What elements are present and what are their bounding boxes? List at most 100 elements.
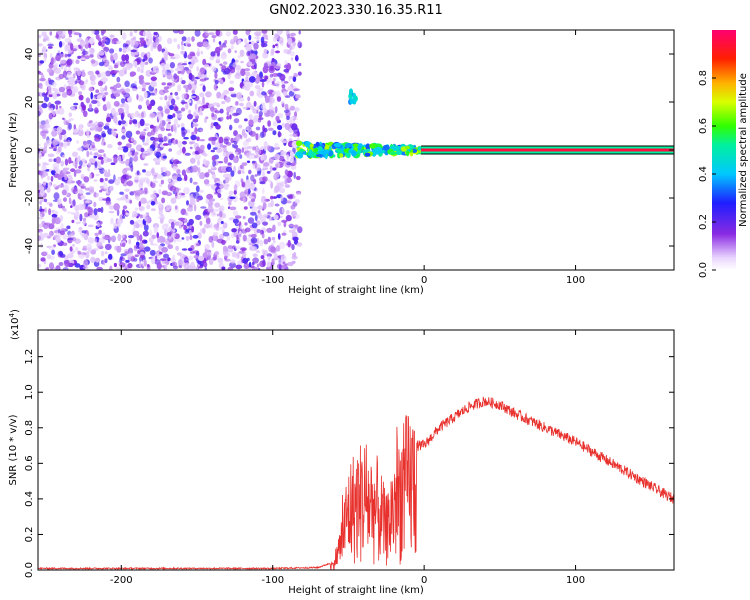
spectrogram-noise-cell [240,178,244,184]
spectrogram-noise-cell [232,62,237,68]
spectrogram-noise-cell [88,86,94,92]
spectrogram-noise-cell [248,114,253,120]
spectrogram-noise-cell [180,107,186,112]
spectrogram-noise-cell [38,183,42,186]
spectrogram-noise-cell [194,103,198,111]
spectrogram-noise-cell [42,181,47,186]
spectrogram-noise-cell [172,166,178,171]
spectrogram-noise-cell [42,171,49,177]
spectrogram-noise-cell [41,103,48,109]
y-tick-label: 0.2 [24,526,35,542]
spectrogram-noise-cell [173,238,177,243]
spectrogram-noise-cell [103,46,110,53]
spectrogram-noise-cell [138,43,143,47]
spectrogram-noise-cell [262,259,266,267]
spectrogram-noise-cell [126,65,132,71]
spectrogram-noise-cell [174,91,179,96]
spectrogram-noise-cell [148,237,154,243]
spectrogram-noise-cell [244,81,250,87]
spectrogram-noise-cell [155,151,162,158]
spectrogram-signal-cell [308,149,313,156]
spectrogram-noise-cell [272,91,277,95]
x-tick-label: 100 [566,575,585,586]
spectrogram-noise-cell [95,70,100,75]
spectrogram-noise-cell [78,91,82,96]
spectrogram-noise-cell [262,52,269,59]
spectrogram-noise-cell [193,255,200,259]
spectrogram-noise-cell [98,238,106,244]
spectrogram-noise-cell [61,92,68,98]
spectrogram-noise-cell [72,243,75,247]
spectrogram-noise-cell [289,157,294,163]
spectrogram-noise-cell [124,251,130,255]
spectrogram-noise-cell [110,55,114,63]
y-tick-label: 0.8 [24,420,35,436]
spectrogram-noise-cell [116,218,124,225]
spectrogram-noise-cell [59,105,62,109]
spectrogram-noise-cell [184,230,190,234]
spectrogram-noise-cell [84,43,90,49]
spectrogram-noise-cell [292,161,297,166]
spectrogram-noise-cell [129,71,137,77]
spectrogram-noise-cell [143,163,149,166]
spectrogram-noise-cell [263,213,269,218]
spectrogram-noise-cell [90,80,96,86]
snr-plot-area [38,330,674,570]
spectrogram-noise-cell [136,57,142,63]
spectrogram-noise-cell [57,174,62,181]
spectrogram-noise-cell [146,264,150,268]
spectrogram-noise-cell [93,155,98,159]
spectrogram-noise-cell [46,254,52,260]
spectrogram-noise-cell [221,101,226,105]
spectrogram-noise-cell [189,251,195,254]
spectrogram-noise-cell [68,35,72,38]
spectrogram-noise-cell [284,178,288,185]
spectrogram-noise-cell [137,189,145,195]
spectrogram-noise-cell [260,195,267,204]
spectrogram-noise-cell [153,137,159,142]
spectrogram-noise-cell [118,155,122,163]
spectrogram-noise-cell [272,196,278,199]
spectrogram-signal-cell [411,148,418,153]
snr-y-label: SNR (10 * v/v) [8,414,19,485]
spectrogram-noise-cell [196,99,202,105]
spectrogram-noise-cell [129,255,136,262]
spectrogram-noise-cell [109,265,113,270]
spectrogram-noise-cell [139,234,143,242]
spectrogram-noise-cell [227,74,231,80]
spectrogram-noise-cell [103,169,108,173]
spectrogram-noise-cell [95,226,100,230]
spectrogram-noise-cell [272,239,276,244]
spectrogram-noise-cell [162,155,167,159]
spectrogram-noise-cell [259,131,265,138]
spectrogram-noise-cell [261,233,265,239]
spectrogram-noise-cell [247,145,253,150]
spectrogram-noise-cell [107,168,111,176]
spectrogram-noise-cell [184,152,191,156]
spectrogram-noise-cell [173,159,180,165]
spectrogram-noise-cell [245,188,249,196]
spectrogram-noise-cell [186,200,189,206]
spectrogram-noise-cell [168,138,172,146]
spectrogram-noise-cell [170,98,176,106]
spectrogram-noise-cell [280,151,287,157]
spectrogram-noise-cell [78,188,83,194]
spectrogram-noise-cell [79,226,83,230]
spectrogram-noise-cell [245,30,251,36]
spectrogram-noise-cell [289,151,295,158]
spectrogram-noise-cell [122,154,125,160]
spectrogram-noise-cell [287,261,294,267]
spectrogram-noise-cell [264,167,269,170]
colorbar-tick-label: 0.4 [698,166,709,182]
spectrogram-noise-cell [153,174,158,178]
spectrogram-noise-cell [167,52,171,55]
spectrogram-noise-cell [121,146,128,149]
spectrogram-noise-cell [47,84,53,91]
spectrogram-noise-cell [211,174,216,178]
spectrogram-noise-cell [150,80,157,88]
spectrogram-noise-cell [254,84,261,90]
spectrogram-noise-cell [148,57,153,64]
spectrogram-noise-cell [68,157,72,164]
spectrogram-noise-cell [171,232,176,238]
spectrogram-noise-cell [177,84,182,92]
